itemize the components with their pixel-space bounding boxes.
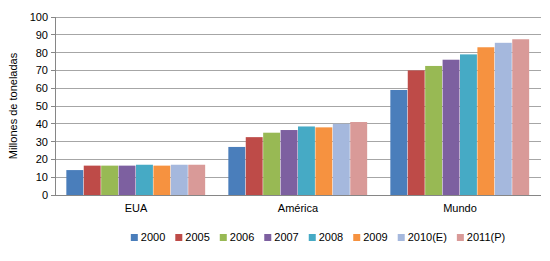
chart: 0 10 20 30 40 50 60 70 80 90 100 Millones de tonela…: [0, 0, 550, 261]
category-label: EUA: [125, 202, 148, 214]
tick: [51, 70, 55, 71]
tick: [51, 159, 55, 160]
tick: [51, 141, 55, 142]
legend-swatch: [175, 234, 182, 241]
tick: [51, 17, 55, 18]
tick-label: 20: [36, 153, 48, 165]
bar: [408, 70, 425, 195]
tick-label: 30: [36, 136, 48, 148]
y-axis: [55, 17, 56, 195]
bar: [390, 90, 407, 195]
legend: 2000 2005 2006 2007 2008 2009 2010(E) 2011(P): [131, 231, 505, 243]
tick: [51, 34, 55, 35]
legend-label: 2011(P): [467, 231, 505, 243]
legend-swatch: [264, 234, 271, 241]
y-label: Millones de toneladas: [7, 52, 19, 159]
tick-label: 90: [36, 29, 48, 41]
bar: [171, 165, 188, 195]
tick: [51, 123, 55, 124]
bar: [315, 127, 332, 195]
category-label: América: [278, 202, 319, 214]
legend-item: 2000: [131, 231, 165, 243]
bar: [512, 39, 529, 195]
bar: [66, 170, 83, 195]
bar: [333, 124, 350, 195]
legend-swatch: [131, 234, 138, 241]
bar: [246, 137, 263, 195]
legend-item: 2011(P): [457, 231, 505, 243]
bar: [188, 165, 205, 195]
legend-item: 2010(E): [398, 231, 447, 243]
tick-label: 10: [36, 171, 48, 183]
tick-label: 0: [42, 189, 48, 201]
category-label: Mundo: [443, 202, 477, 214]
tick-label: 40: [36, 118, 48, 130]
tick-label: 100: [30, 11, 48, 23]
bar: [477, 47, 494, 195]
legend-item: 2008: [309, 231, 343, 243]
legend-label: 2009: [363, 231, 387, 243]
bar: [228, 147, 245, 195]
bar: [136, 165, 153, 195]
legend-swatch: [457, 234, 464, 241]
legend-swatch: [398, 234, 405, 241]
legend-swatch: [353, 234, 360, 241]
tick: [51, 177, 55, 178]
grid-line: [55, 17, 541, 18]
bars: [66, 39, 529, 195]
legend-item: 2006: [220, 231, 254, 243]
legend-item: 2007: [264, 231, 298, 243]
bar: [495, 43, 512, 195]
legend-label: 2006: [230, 231, 254, 243]
legend-label: 2007: [274, 231, 298, 243]
legend-label: 2008: [319, 231, 343, 243]
bar: [281, 130, 298, 195]
bar: [350, 122, 367, 195]
bar: [298, 126, 315, 195]
tick-label: 50: [36, 100, 48, 112]
legend-item: 2009: [353, 231, 387, 243]
bar: [153, 166, 170, 195]
tick: [51, 52, 55, 53]
tick-label: 70: [36, 64, 48, 76]
legend-label: 2000: [141, 231, 165, 243]
bar: [101, 166, 118, 195]
bar: [425, 66, 442, 195]
bar: [443, 60, 460, 195]
tick: [51, 106, 55, 107]
grid-line: [55, 34, 541, 35]
tick-label: 60: [36, 82, 48, 94]
legend-item: 2005: [175, 231, 209, 243]
tick: [51, 88, 55, 89]
legend-label: 2005: [185, 231, 209, 243]
legend-swatch: [309, 234, 316, 241]
bar: [263, 133, 280, 195]
tick: [51, 195, 55, 196]
legend-swatch: [220, 234, 227, 241]
legend-label: 2010(E): [408, 231, 447, 243]
bar: [84, 166, 101, 195]
tick-label: 80: [36, 47, 48, 59]
bar: [119, 166, 136, 195]
grid-line: [55, 52, 541, 53]
bar: [460, 54, 477, 195]
